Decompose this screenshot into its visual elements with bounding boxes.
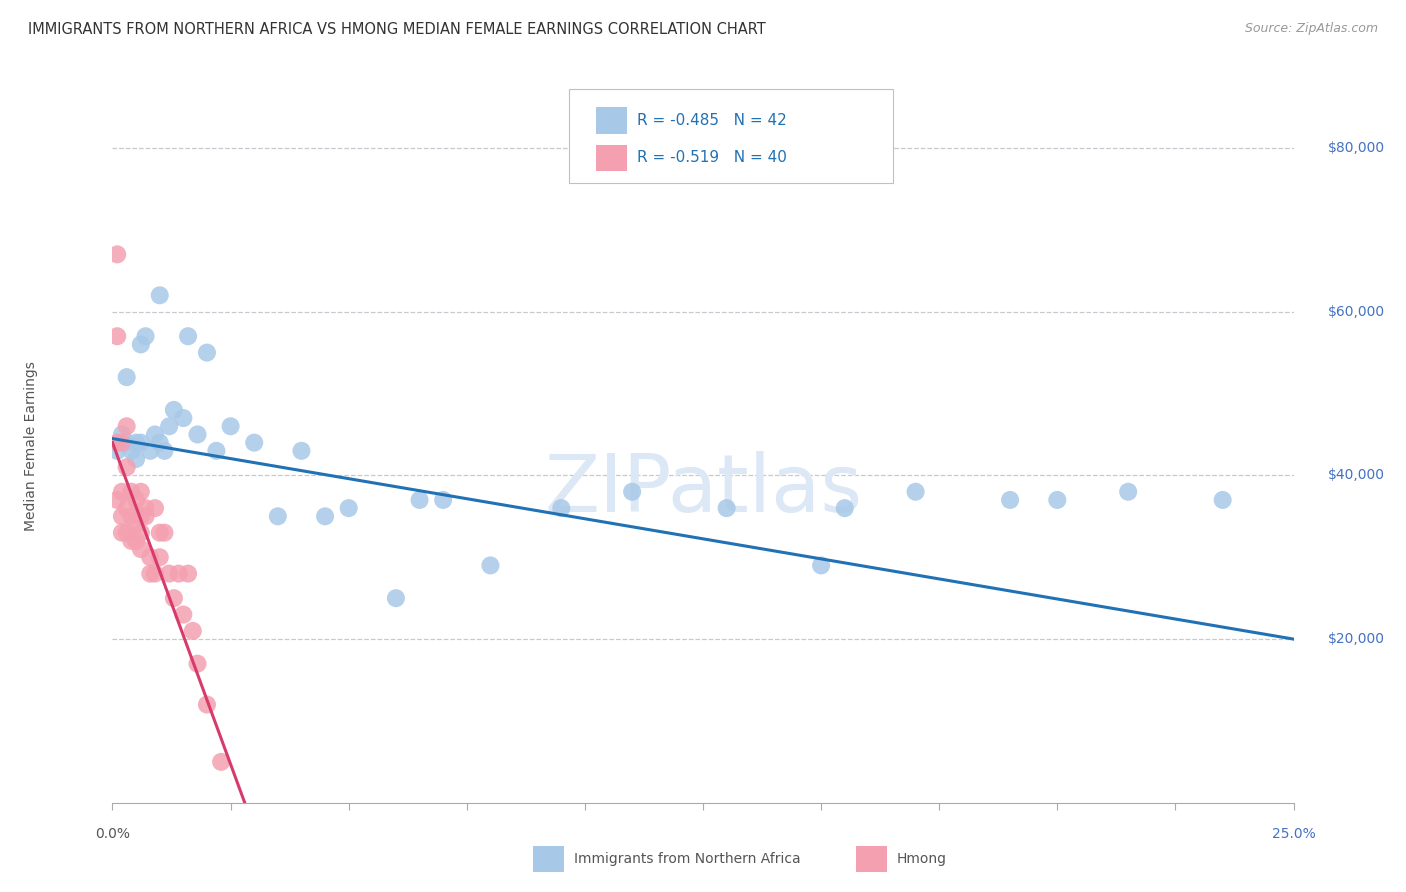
Point [111, 484, 134, 499]
Text: 0.0%: 0.0% [96, 827, 129, 841]
Text: Median Female Earnings: Median Female Earnings [24, 361, 38, 531]
Point [479, 558, 502, 573]
Point [139, 566, 162, 581]
Point [209, 755, 232, 769]
Point [120, 509, 142, 524]
Point [125, 492, 148, 507]
Point [157, 566, 180, 581]
Point [408, 492, 430, 507]
Point [143, 427, 166, 442]
Point [129, 509, 152, 524]
Point [149, 525, 172, 540]
Point [153, 525, 176, 540]
Point [135, 501, 157, 516]
Point [186, 427, 208, 442]
Point [125, 517, 148, 532]
Point [181, 624, 204, 638]
Point [129, 435, 152, 450]
Point [111, 525, 134, 540]
Point [115, 525, 138, 540]
Point [1212, 492, 1234, 507]
Point [290, 443, 312, 458]
Point [115, 460, 138, 475]
Point [157, 419, 180, 434]
Point [143, 566, 166, 581]
Point [149, 435, 172, 450]
Point [810, 558, 832, 573]
Point [143, 501, 166, 516]
Point [172, 607, 194, 622]
Point [115, 419, 138, 434]
Point [105, 443, 128, 458]
Point [314, 509, 336, 524]
Point [115, 501, 138, 516]
Point [219, 419, 242, 434]
Point [129, 337, 152, 351]
Text: $60,000: $60,000 [1327, 305, 1385, 318]
Point [139, 443, 162, 458]
Point [105, 329, 128, 343]
Point [125, 435, 148, 450]
Point [1046, 492, 1069, 507]
Point [167, 566, 190, 581]
Point [432, 492, 454, 507]
Point [621, 484, 644, 499]
Point [834, 501, 856, 516]
Point [115, 370, 138, 384]
Text: 25.0%: 25.0% [1271, 827, 1316, 841]
Point [105, 247, 128, 261]
Point [267, 509, 290, 524]
Point [195, 345, 218, 359]
Point [111, 509, 134, 524]
Text: $20,000: $20,000 [1327, 632, 1385, 646]
Point [111, 435, 134, 450]
Point [1116, 484, 1139, 499]
Text: R = -0.485   N = 42: R = -0.485 N = 42 [637, 113, 787, 128]
Text: Immigrants from Northern Africa: Immigrants from Northern Africa [574, 852, 800, 866]
Point [120, 484, 142, 499]
Point [149, 288, 172, 302]
Point [139, 550, 162, 565]
Text: IMMIGRANTS FROM NORTHERN AFRICA VS HMONG MEDIAN FEMALE EARNINGS CORRELATION CHAR: IMMIGRANTS FROM NORTHERN AFRICA VS HMONG… [28, 22, 766, 37]
Point [111, 427, 134, 442]
Point [125, 533, 148, 548]
Point [177, 566, 200, 581]
Text: $80,000: $80,000 [1327, 141, 1385, 155]
Point [243, 435, 266, 450]
Point [115, 435, 138, 450]
Point [129, 484, 152, 499]
Point [904, 484, 927, 499]
Text: R = -0.519   N = 40: R = -0.519 N = 40 [637, 151, 787, 165]
Point [177, 329, 200, 343]
Point [125, 452, 148, 467]
Point [172, 411, 194, 425]
Point [129, 525, 152, 540]
Text: Hmong: Hmong [897, 852, 948, 866]
Point [105, 492, 128, 507]
Point [149, 550, 172, 565]
Point [135, 329, 157, 343]
Point [120, 533, 142, 548]
Point [337, 501, 360, 516]
Point [998, 492, 1021, 507]
Point [129, 542, 152, 557]
Point [163, 403, 186, 417]
Point [550, 501, 572, 516]
Text: $40,000: $40,000 [1327, 468, 1385, 483]
Point [385, 591, 408, 606]
Point [120, 443, 142, 458]
Point [716, 501, 738, 516]
Point [195, 698, 218, 712]
Point [163, 591, 186, 606]
Point [205, 443, 228, 458]
Point [186, 657, 208, 671]
Point [105, 435, 128, 450]
Point [153, 443, 176, 458]
Text: Source: ZipAtlas.com: Source: ZipAtlas.com [1244, 22, 1378, 36]
Text: ZIPatlas: ZIPatlas [544, 450, 862, 529]
Point [135, 509, 157, 524]
